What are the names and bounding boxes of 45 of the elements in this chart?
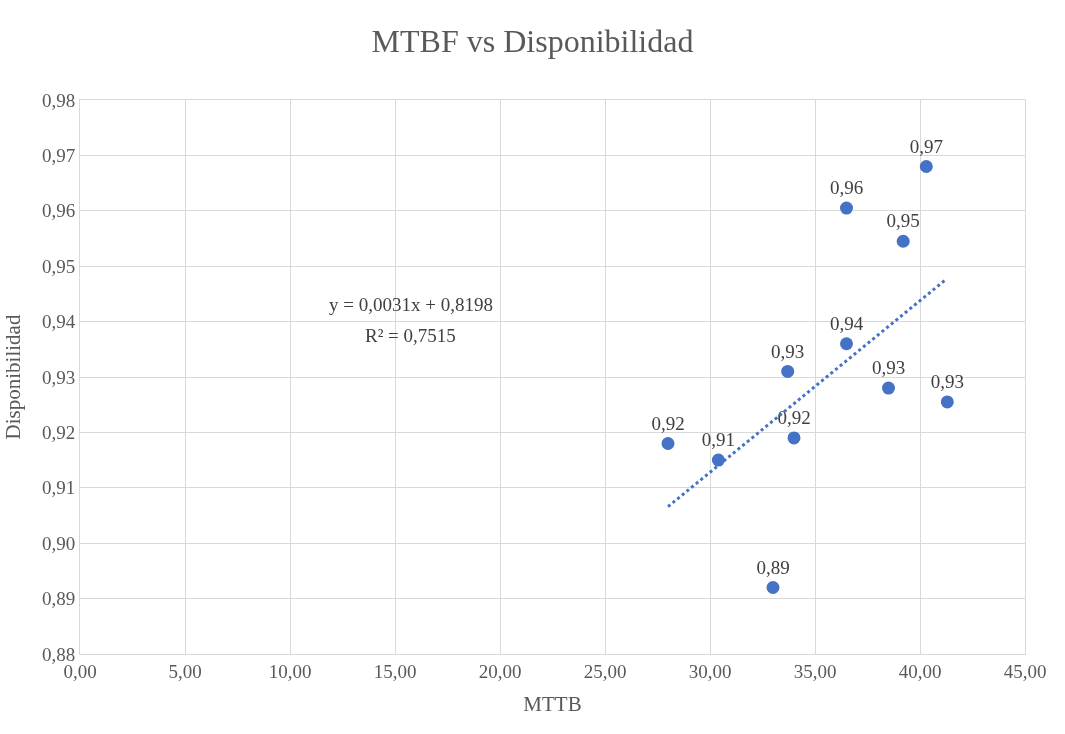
point: [896, 234, 910, 248]
y-tick-label: 0,97: [41, 145, 76, 167]
y-axis-title: Disponibilidad: [1, 314, 26, 440]
x-tick-label: 5,00: [168, 660, 202, 682]
x-tick-label: 45,00: [1003, 660, 1047, 682]
y-tick-label: 0,92: [41, 422, 76, 444]
point: [781, 364, 795, 378]
data-label: 0,96: [829, 177, 864, 199]
point: [840, 337, 853, 351]
chart-title: MTBF vs Disponibilidad: [371, 22, 694, 59]
y-tick-label: 0,90: [41, 532, 76, 554]
data-label: 0,97: [909, 135, 943, 157]
data-label: 0,93: [930, 371, 964, 393]
data-label: 0,95: [886, 210, 920, 232]
data-label: 0,93: [871, 357, 906, 379]
data-label: 0,91: [701, 429, 736, 451]
x-tick-label: 35,00: [793, 660, 837, 682]
x-tick-label: 30,00: [688, 660, 732, 682]
point: [882, 381, 895, 395]
y-tick-label: 0,91: [41, 477, 76, 499]
point: [840, 201, 853, 215]
data-label: 0,92: [777, 407, 811, 429]
x-tick-label: 25,00: [583, 660, 627, 682]
x-axis-title: MTTB: [523, 692, 582, 716]
data-label: 0,92: [651, 412, 685, 434]
x-tick-label: 15,00: [373, 660, 417, 682]
y-tick-label: 0,98: [41, 89, 76, 111]
point: [661, 436, 675, 450]
point: [919, 159, 933, 173]
x-tick-label: 10,00: [268, 660, 312, 682]
data-label: 0,89: [756, 556, 790, 578]
point: [766, 581, 780, 595]
x-tick-label: 40,00: [898, 660, 942, 682]
x-tick-label: 20,00: [478, 660, 522, 682]
annotation: R² = 0,7515: [365, 325, 456, 346]
point: [940, 395, 954, 409]
data-label: 0,94: [829, 312, 864, 334]
y-tick-label: 0,95: [41, 255, 76, 277]
data-label: 0,93: [771, 340, 805, 362]
y-tick-label: 0,94: [41, 311, 76, 333]
y-tick-label: 0,93: [41, 366, 76, 388]
y-tick-label: 0,89: [41, 588, 76, 610]
annotation: y = 0,0031x + 0,8198: [329, 294, 493, 315]
point: [787, 431, 801, 445]
y-tick-label: 0,96: [41, 200, 76, 222]
